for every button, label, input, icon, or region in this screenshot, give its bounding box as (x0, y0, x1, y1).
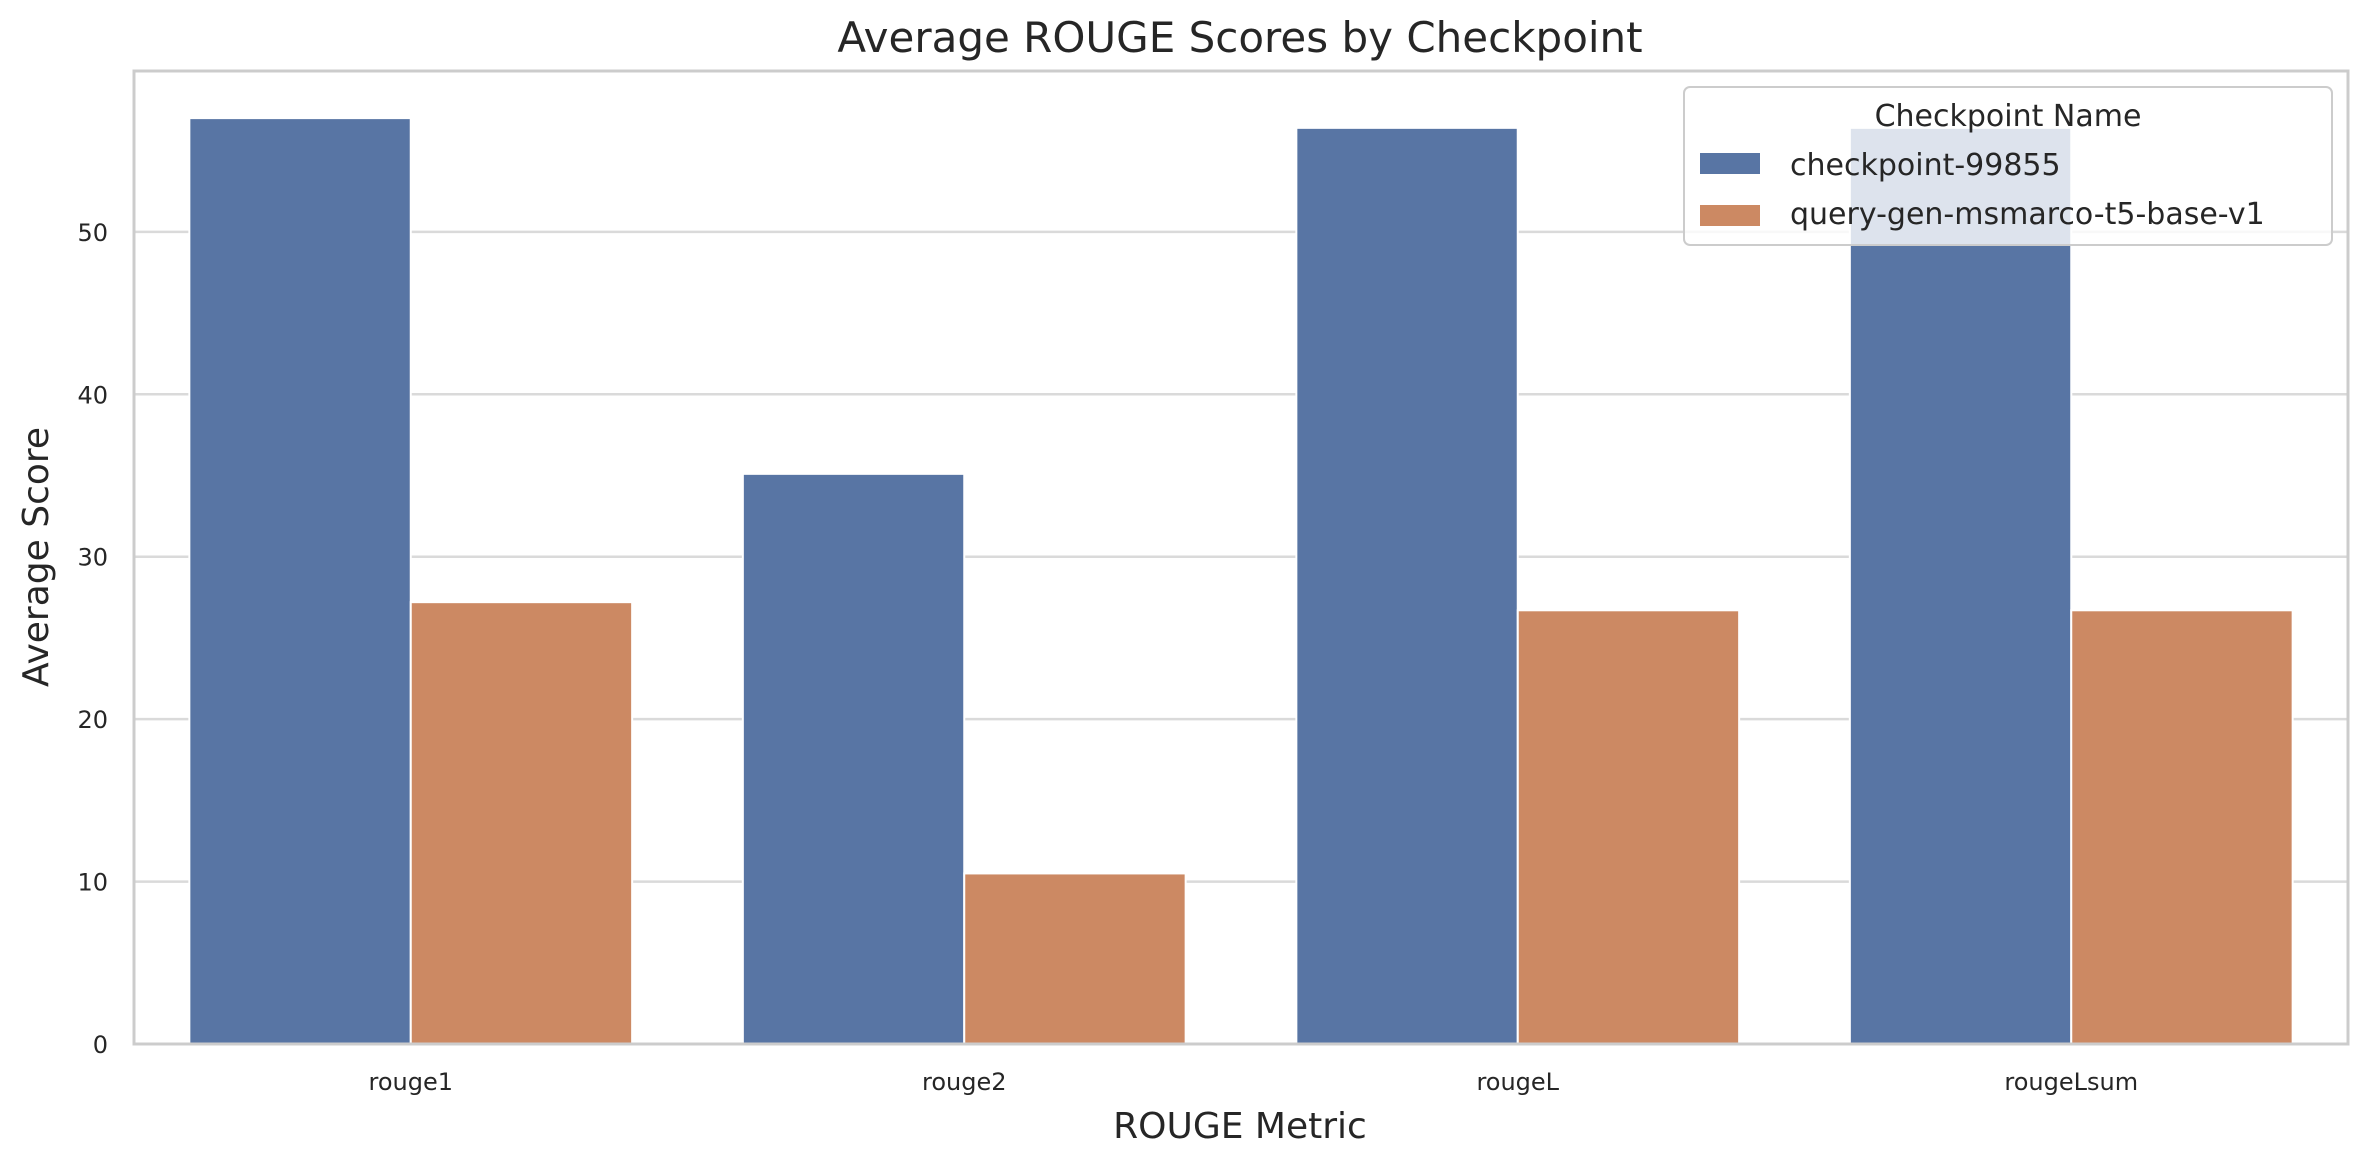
legend: Checkpoint Name checkpoint-99855 query-g… (1683, 86, 2333, 246)
bar-rougeLsum-series-1 (2070, 609, 2294, 1046)
legend-label-query-gen-msmarco-t5-base-v1: query-gen-msmarco-t5-base-v1 (1790, 197, 2265, 232)
bar-rouge1-series-1 (409, 601, 634, 1045)
y-tick-label: 30 (77, 544, 108, 572)
x-axis-title: ROUGE Metric (1113, 1106, 1367, 1147)
bar-rouge2-series-1 (963, 872, 1187, 1045)
legend-box (1683, 86, 2333, 246)
legend-swatch-checkpoint-99855 (1700, 153, 1760, 174)
x-tick-label-rouge1: rouge1 (368, 1068, 453, 1096)
bar-rougeL-series-1 (1516, 609, 1741, 1046)
chart-title: Average ROUGE Scores by Checkpoint (837, 13, 1642, 62)
x-axis-ticks: rouge1 rouge2 rougeL rougeLsum (368, 1068, 2138, 1096)
legend-swatch-query-gen-msmarco-t5-base-v1 (1700, 205, 1760, 226)
y-tick-label: 10 (77, 869, 108, 897)
y-tick-label: 0 (93, 1031, 108, 1059)
bar-rouge2-series-0 (741, 472, 966, 1045)
x-tick-label-rouge2: rouge2 (922, 1068, 1007, 1096)
y-tick-label: 20 (77, 706, 108, 734)
bar-rougeL-series-0 (1295, 126, 1519, 1045)
y-axis-ticks: 0 10 20 30 40 50 (77, 219, 108, 1059)
legend-label-checkpoint-99855: checkpoint-99855 (1790, 148, 2061, 183)
plot-frame (132, 69, 2350, 1046)
legend-title: Checkpoint Name (1875, 99, 2142, 134)
y-axis-title: Average Score (16, 427, 57, 687)
y-tick-label: 40 (77, 381, 108, 409)
bar-rougeLsum-series-0 (1848, 126, 2073, 1045)
bars (188, 117, 2294, 1046)
x-tick-label-rougeLsum: rougeLsum (2004, 1068, 2138, 1096)
y-tick-label: 50 (77, 219, 108, 247)
x-tick-label-rougeL: rougeL (1476, 1068, 1559, 1096)
bar-rouge1-series-0 (188, 117, 412, 1045)
